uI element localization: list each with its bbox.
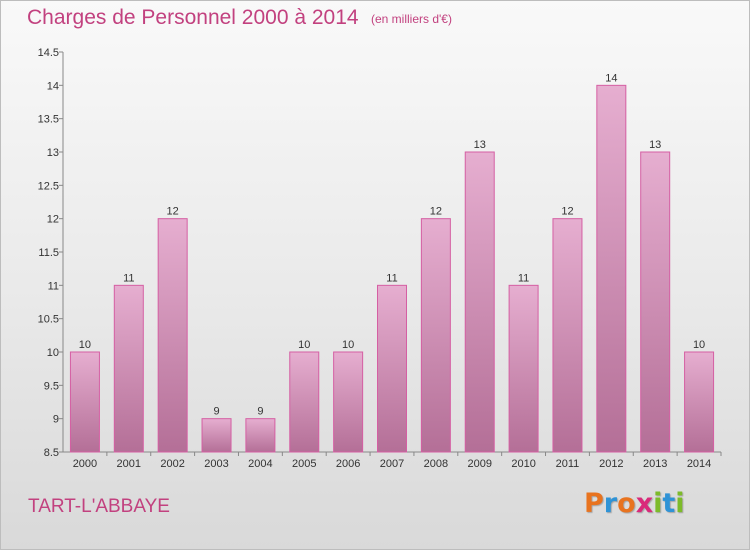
data-label-2005: 10 [298, 339, 310, 351]
y-tick-label: 13 [47, 147, 59, 159]
data-label-2003: 9 [213, 406, 219, 418]
data-label-2014: 10 [693, 339, 705, 351]
y-tick-label: 10 [47, 347, 59, 359]
data-label-2010: 11 [518, 272, 529, 284]
bar-2003 [201, 418, 232, 453]
bar-2011 [552, 218, 583, 453]
x-tick-label: 2002 [160, 458, 184, 470]
data-label-2011: 12 [561, 206, 573, 218]
bar-2010 [508, 284, 539, 453]
data-label-2000: 10 [79, 339, 91, 351]
x-tick-label: 2003 [204, 458, 228, 470]
data-label-2008: 12 [430, 206, 442, 218]
y-tick-label: 14.5 [38, 47, 59, 59]
logo-letter: i [653, 488, 663, 519]
data-labels: 10 11 12 9 9 10 10 11 12 13 11 12 14 13 10 [79, 72, 705, 417]
commune-name: TART-L'ABBAYE [28, 496, 170, 517]
chart-title: Charges de Personnel 2000 à 2014 [27, 6, 359, 29]
x-axis: 2000 2001 2002 2003 2004 2005 2006 2007 2008 2009… [63, 451, 722, 470]
x-tick-label: 2007 [380, 458, 404, 470]
logo-letter: x [635, 488, 654, 519]
y-tick-label: 9.5 [44, 380, 59, 392]
y-tick-label: 13.5 [38, 114, 59, 126]
logo-letter: i [675, 488, 685, 519]
data-label-2012: 14 [605, 72, 617, 84]
data-label-2007: 11 [386, 272, 397, 284]
y-tick-label: 14 [47, 80, 59, 92]
x-tick-label: 2005 [292, 458, 316, 470]
y-tick-label: 12.5 [38, 180, 59, 192]
data-label-2013: 13 [649, 139, 661, 151]
x-tick-label: 2009 [467, 458, 491, 470]
x-tick-label: 2001 [117, 458, 141, 470]
bar-2006 [333, 351, 364, 453]
x-tick-label: 2011 [556, 458, 580, 470]
y-tick-label: 12 [47, 214, 59, 226]
y-tick-label: 10.5 [38, 314, 59, 326]
bar-2002 [157, 218, 188, 453]
x-tick-label: 2004 [248, 458, 272, 470]
logo-letter: P [584, 488, 604, 519]
data-label-2009: 13 [474, 139, 486, 151]
bar-2009 [464, 151, 495, 453]
bar-2004 [245, 418, 276, 453]
bar-2000 [69, 351, 100, 453]
data-label-2006: 10 [342, 339, 354, 351]
bar-2001 [113, 284, 144, 453]
bar-2007 [377, 284, 407, 453]
bars [69, 84, 715, 453]
y-tick-label: 9 [53, 414, 59, 426]
data-label-2002: 12 [167, 206, 179, 218]
x-tick-label: 2014 [687, 458, 711, 470]
y-tick-label: 8.5 [44, 447, 59, 459]
x-tick-label: 2008 [424, 458, 448, 470]
chart-subtitle: (en milliers d'€) [371, 12, 452, 26]
y-tick-label: 11.5 [38, 247, 59, 259]
bar-2008 [420, 218, 451, 453]
data-label-2001: 11 [123, 272, 134, 284]
data-label-2004: 9 [257, 406, 263, 418]
logo-letter: r [603, 488, 618, 519]
x-tick-label: 2000 [73, 458, 97, 470]
proxiti-logo[interactable]: Proxiti [584, 488, 685, 519]
logo-letter: o [617, 488, 636, 519]
x-tick-label: 2010 [511, 458, 535, 470]
y-axis: 8.5 9 9.5 10 10.5 11 11.5 12 12.5 13 13.5 14 14.5 [38, 47, 64, 459]
bar-2012 [596, 84, 627, 453]
logo-letter: t [662, 488, 676, 519]
x-tick-label: 2006 [336, 458, 360, 470]
x-tick-label: 2012 [599, 458, 623, 470]
bar-2013 [640, 151, 671, 453]
bar-2005 [289, 351, 320, 453]
bar-2014 [684, 351, 715, 453]
x-tick-label: 2013 [643, 458, 667, 470]
y-tick-label: 11 [48, 280, 59, 292]
